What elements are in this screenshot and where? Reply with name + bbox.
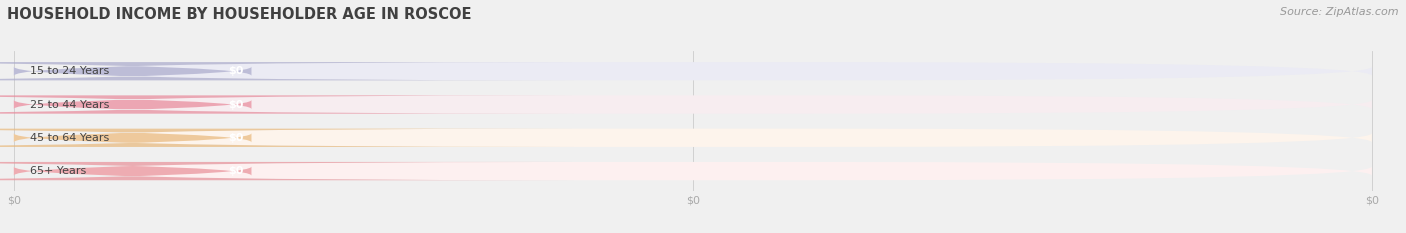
FancyBboxPatch shape [0, 129, 574, 147]
Text: Source: ZipAtlas.com: Source: ZipAtlas.com [1281, 7, 1399, 17]
FancyBboxPatch shape [14, 162, 1372, 180]
Text: HOUSEHOLD INCOME BY HOUSEHOLDER AGE IN ROSCOE: HOUSEHOLD INCOME BY HOUSEHOLDER AGE IN R… [7, 7, 471, 22]
Text: 15 to 24 Years: 15 to 24 Years [30, 66, 110, 76]
FancyBboxPatch shape [0, 62, 574, 80]
Text: $0: $0 [228, 66, 243, 76]
FancyBboxPatch shape [0, 95, 574, 114]
Text: $0: $0 [228, 166, 243, 176]
Text: 45 to 64 Years: 45 to 64 Years [30, 133, 110, 143]
Text: 65+ Years: 65+ Years [30, 166, 86, 176]
Text: 25 to 44 Years: 25 to 44 Years [30, 99, 110, 110]
FancyBboxPatch shape [0, 162, 574, 180]
Text: $0: $0 [228, 99, 243, 110]
Text: $0: $0 [228, 133, 243, 143]
FancyBboxPatch shape [14, 95, 1372, 114]
FancyBboxPatch shape [14, 62, 1372, 80]
FancyBboxPatch shape [14, 129, 1372, 147]
